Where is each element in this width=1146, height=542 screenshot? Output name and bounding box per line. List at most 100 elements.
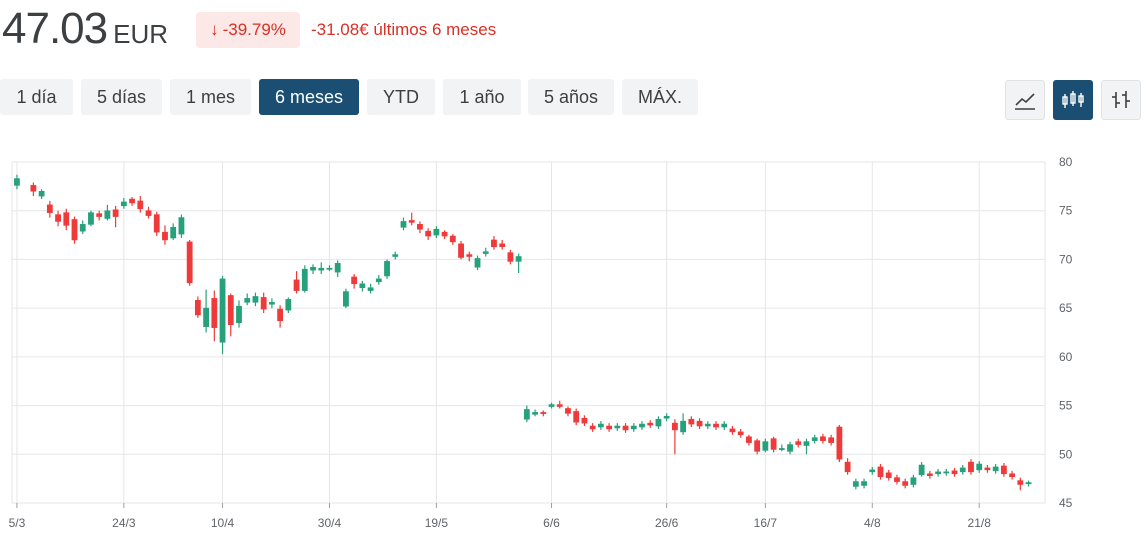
candle-up[interactable] xyxy=(992,464,999,474)
candle-up[interactable] xyxy=(852,478,859,490)
candle-up[interactable] xyxy=(869,466,876,475)
candle-down[interactable] xyxy=(186,239,193,286)
candle-down[interactable] xyxy=(902,478,909,489)
candle-up[interactable] xyxy=(482,247,489,257)
range-button-max[interactable]: MÁX. xyxy=(622,79,698,115)
candle-down[interactable] xyxy=(153,211,160,237)
candle-up[interactable] xyxy=(663,413,670,422)
candle-up[interactable] xyxy=(639,421,645,430)
range-button-5d[interactable]: 5 días xyxy=(81,79,162,115)
candle-down[interactable] xyxy=(795,438,802,448)
candle-down[interactable] xyxy=(540,410,547,417)
candle-up[interactable] xyxy=(120,198,127,209)
candle-down[interactable] xyxy=(449,234,456,245)
candle-down[interactable] xyxy=(565,406,571,417)
candle-down[interactable] xyxy=(507,249,514,265)
candle-down[interactable] xyxy=(194,296,201,318)
candle-down[interactable] xyxy=(30,182,37,197)
candle-up[interactable] xyxy=(400,217,407,231)
candle-down[interactable] xyxy=(713,421,719,430)
candle-up[interactable] xyxy=(918,462,925,477)
candle-down[interactable] xyxy=(351,274,358,289)
candle-down[interactable] xyxy=(820,433,826,444)
candle-up[interactable] xyxy=(1025,480,1032,487)
candle-up[interactable] xyxy=(655,416,662,429)
candle-down[interactable] xyxy=(589,423,596,432)
candle-up[interactable] xyxy=(787,441,793,455)
range-button-6m[interactable]: 6 meses xyxy=(259,79,359,115)
candle-up[interactable] xyxy=(285,297,292,314)
candle-up[interactable] xyxy=(203,289,209,333)
candle-up[interactable] xyxy=(630,423,637,432)
candle-down[interactable] xyxy=(951,467,958,477)
candle-down[interactable] xyxy=(647,420,654,428)
candle-up[interactable] xyxy=(375,275,382,285)
candle-down[interactable] xyxy=(877,464,884,480)
candle-up[interactable] xyxy=(236,300,242,328)
candle-up[interactable] xyxy=(343,288,349,309)
candle-up[interactable] xyxy=(614,423,621,431)
candle-up[interactable] xyxy=(474,255,481,271)
candle-down[interactable] xyxy=(162,225,168,245)
candle-up[interactable] xyxy=(548,402,555,409)
candle-up[interactable] xyxy=(762,438,769,453)
candle-down[interactable] xyxy=(408,212,415,226)
line-chart-button[interactable] xyxy=(1005,80,1045,120)
candle-up[interactable] xyxy=(14,174,20,190)
candle-up[interactable] xyxy=(219,275,226,354)
candle-up[interactable] xyxy=(310,264,316,275)
range-button-5y[interactable]: 5 años xyxy=(528,79,614,115)
candle-down[interactable] xyxy=(746,434,752,446)
candle-up[interactable] xyxy=(326,265,333,272)
candle-down[interactable] xyxy=(696,418,703,429)
candle-up[interactable] xyxy=(910,474,917,488)
candle-down[interactable] xyxy=(458,240,464,260)
candle-down[interactable] xyxy=(729,426,736,435)
candle-down[interactable] xyxy=(63,208,70,231)
candle-down[interactable] xyxy=(754,438,761,455)
candle-down[interactable] xyxy=(737,428,744,438)
candle-up[interactable] xyxy=(943,468,950,476)
candle-up[interactable] xyxy=(515,253,522,274)
candle-up[interactable] xyxy=(861,478,867,489)
candle-down[interactable] xyxy=(1017,477,1024,491)
candle-up[interactable] xyxy=(811,434,818,444)
candle-up[interactable] xyxy=(597,421,604,430)
candlestick-chart[interactable]: 80 75 70 65 60 55 50 45 5/3 24/3 10/4 30/4 19/5 6/6 26… xyxy=(0,150,1146,542)
candle-up[interactable] xyxy=(318,262,325,275)
candle-up[interactable] xyxy=(384,259,390,279)
candle-up[interactable] xyxy=(392,251,399,260)
candle-up[interactable] xyxy=(170,223,177,240)
candle-up[interactable] xyxy=(88,210,94,227)
candle-down[interactable] xyxy=(828,434,835,446)
range-button-ytd[interactable]: YTD xyxy=(367,79,435,115)
candle-down[interactable] xyxy=(671,419,678,455)
candle-up[interactable] xyxy=(803,438,810,455)
ohlc-chart-button[interactable] xyxy=(1101,80,1141,120)
candle-down[interactable] xyxy=(96,210,103,221)
candlestick-chart-button[interactable] xyxy=(1053,80,1093,120)
candle-down[interactable] xyxy=(145,206,152,219)
candle-down[interactable] xyxy=(926,470,933,479)
candle-up[interactable] xyxy=(252,292,259,307)
candle-down[interactable] xyxy=(227,293,234,337)
candle-down[interactable] xyxy=(260,292,267,314)
range-button-1m[interactable]: 1 mes xyxy=(170,79,251,115)
candle-down[interactable] xyxy=(885,469,892,481)
candle-up[interactable] xyxy=(778,444,785,452)
candle-up[interactable] xyxy=(532,409,538,417)
candle-down[interactable] xyxy=(211,290,218,342)
candle-down[interactable] xyxy=(293,271,300,294)
candle-down[interactable] xyxy=(573,408,580,426)
candle-down[interactable] xyxy=(894,474,900,485)
candle-up[interactable] xyxy=(721,421,728,430)
candle-down[interactable] xyxy=(417,221,423,234)
candle-down[interactable] xyxy=(770,436,777,453)
candle-down[interactable] xyxy=(425,228,432,240)
candle-down[interactable] xyxy=(581,415,588,427)
candle-up[interactable] xyxy=(680,413,687,435)
candle-up[interactable] xyxy=(433,226,440,238)
candle-down[interactable] xyxy=(606,423,613,432)
range-button-1d[interactable]: 1 día xyxy=(0,79,73,115)
candle-down[interactable] xyxy=(491,236,497,250)
